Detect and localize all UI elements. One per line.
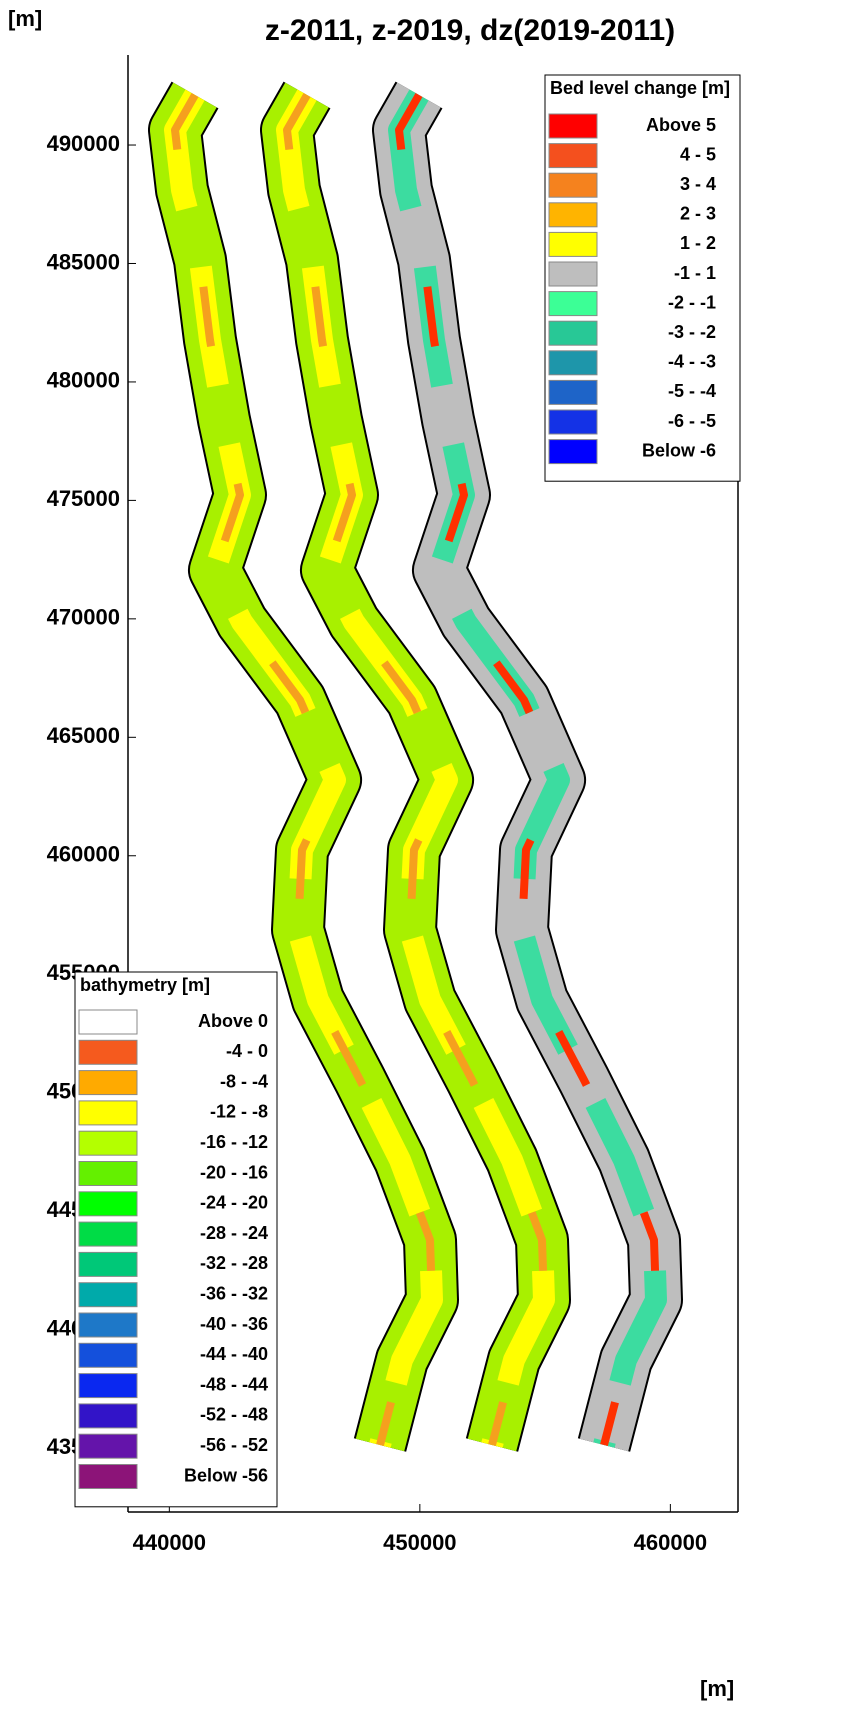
legend-label: -4 - 0 [226, 1041, 268, 1061]
legend-swatch [549, 114, 597, 138]
legend-label: 3 - 4 [680, 174, 716, 194]
legend-label: -5 - -4 [668, 381, 716, 401]
legend-swatch [79, 1313, 137, 1337]
legend-label: -16 - -12 [200, 1132, 268, 1152]
legend-label: Below -6 [642, 440, 716, 460]
legend-swatch [79, 1071, 137, 1095]
x-tick-label: 460000 [634, 1530, 707, 1555]
chart-title: z-2011, z-2019, dz(2019-2011) [265, 14, 675, 47]
legend-label: -2 - -1 [668, 292, 716, 312]
legend-label: -12 - -8 [210, 1102, 268, 1122]
legend-label: Below -56 [184, 1465, 268, 1485]
legend-label: -24 - -20 [200, 1193, 268, 1213]
legend-label: 4 - 5 [680, 144, 716, 164]
legend-swatch [79, 1162, 137, 1186]
legend-label: Above 0 [198, 1011, 268, 1031]
legend-swatch [549, 232, 597, 256]
legend-label: 2 - 3 [680, 204, 716, 224]
legend-swatch [549, 262, 597, 286]
legend-swatch [549, 351, 597, 375]
legend-label: -4 - -3 [668, 352, 716, 372]
legend-swatch [549, 292, 597, 316]
legend-swatch [549, 380, 597, 404]
figure: z-2011, z-2019, dz(2019-2011) [m] [m] 49… [0, 0, 868, 1712]
legend-swatch [79, 1192, 137, 1216]
legend-swatch [549, 440, 597, 464]
legend-swatch [79, 1040, 137, 1064]
legend-label: -3 - -2 [668, 322, 716, 342]
legend-label: 1 - 2 [680, 233, 716, 253]
legend-label: -48 - -44 [200, 1374, 268, 1394]
legend-swatch [79, 1131, 137, 1155]
legend-swatch [79, 1283, 137, 1307]
legend-label: -52 - -48 [200, 1405, 268, 1425]
legend-label: -20 - -16 [200, 1162, 268, 1182]
legend-label: -8 - -4 [220, 1071, 268, 1091]
legend-swatch [549, 173, 597, 197]
legend-label: -36 - -32 [200, 1283, 268, 1303]
legend-label: -1 - 1 [674, 263, 716, 283]
y-tick-label: 470000 [47, 605, 120, 630]
y-tick-label: 475000 [47, 486, 120, 511]
y-tick-label: 485000 [47, 249, 120, 274]
y-tick-label: 480000 [47, 368, 120, 393]
legend-swatch [79, 1222, 137, 1246]
y-tick-label: 490000 [47, 131, 120, 156]
legend-label: -28 - -24 [200, 1223, 268, 1243]
legend-label: Above 5 [646, 115, 716, 135]
legend-swatch [79, 1465, 137, 1489]
y-axis-label: [m] [8, 6, 42, 31]
legend-label: -32 - -28 [200, 1253, 268, 1273]
legend-label: -56 - -52 [200, 1435, 268, 1455]
legend-swatch [79, 1101, 137, 1125]
legend-swatch [79, 1374, 137, 1398]
legend-swatch [549, 203, 597, 227]
y-tick-label: 460000 [47, 842, 120, 867]
legend-swatch [79, 1434, 137, 1458]
legend-label: -40 - -36 [200, 1314, 268, 1334]
x-axis-label: [m] [700, 1676, 734, 1701]
legend-swatch [549, 410, 597, 434]
legend-label: -6 - -5 [668, 411, 716, 431]
legend-swatch [79, 1343, 137, 1367]
legend-swatch [549, 321, 597, 345]
legend-swatch [549, 144, 597, 168]
x-tick-label: 440000 [133, 1530, 206, 1555]
legend-swatch [79, 1010, 137, 1034]
legend-swatch [79, 1404, 137, 1428]
legend-title: Bed level change [m] [550, 78, 730, 98]
x-tick-label: 450000 [383, 1530, 456, 1555]
legend-label: -44 - -40 [200, 1344, 268, 1364]
legend-swatch [79, 1252, 137, 1276]
y-tick-label: 465000 [47, 723, 120, 748]
legend-title: bathymetry [m] [80, 975, 210, 995]
